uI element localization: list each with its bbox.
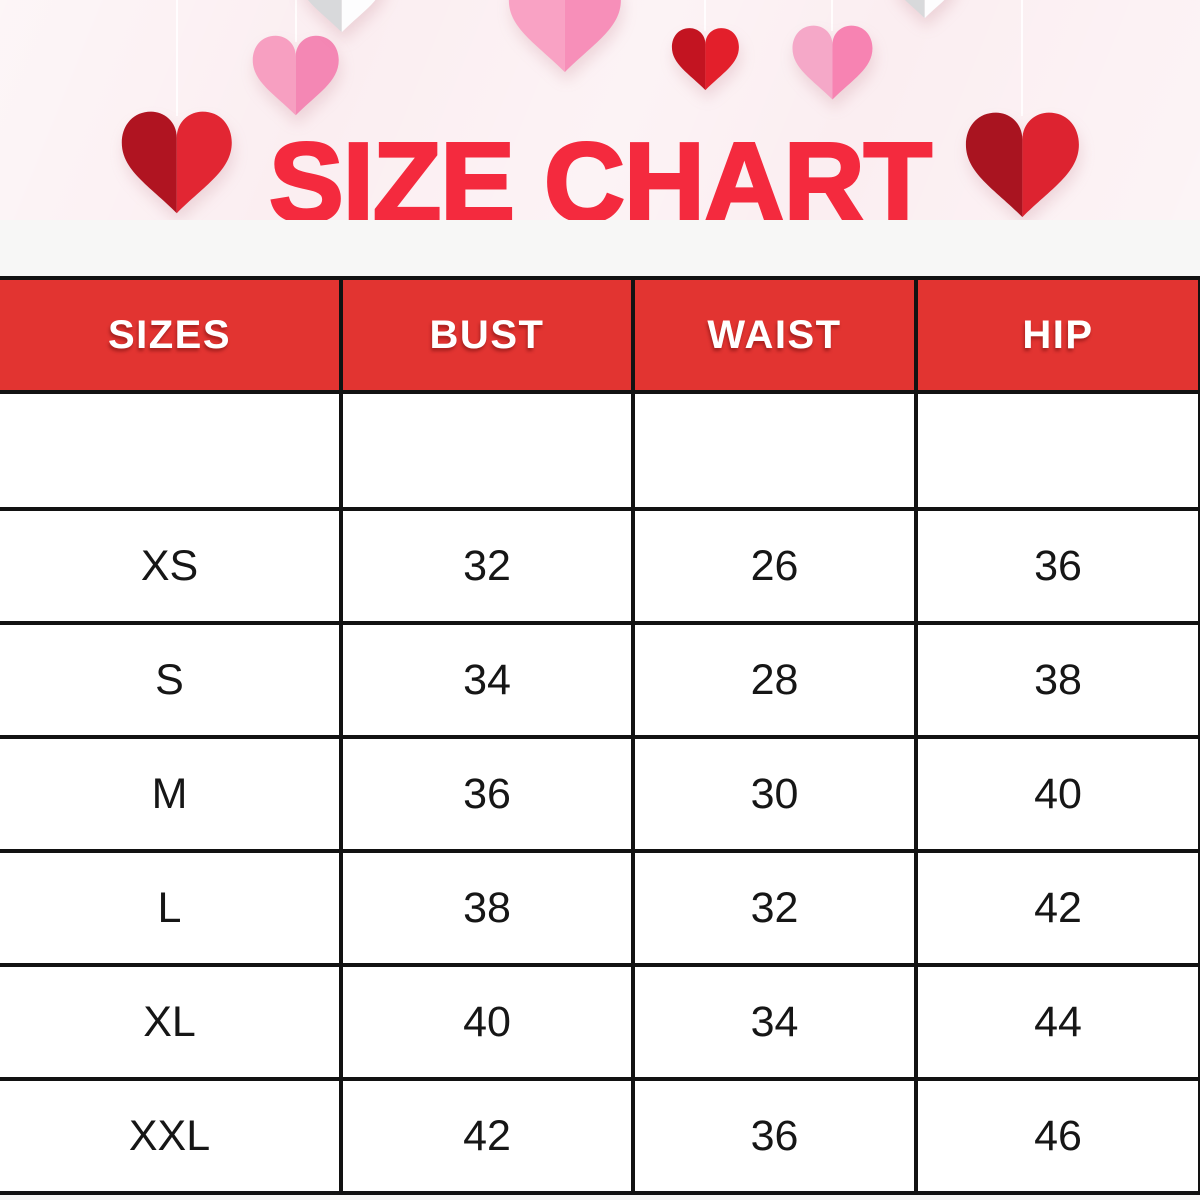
size-row-s: S 34 28 38 [0, 621, 1200, 739]
cell-hip: 44 [914, 963, 1200, 1081]
cell-hip: 46 [914, 1077, 1200, 1195]
cell-bust: 38 [339, 849, 635, 967]
cell-waist: 36 [631, 1077, 918, 1195]
size-row-xl: XL 40 34 44 [0, 963, 1200, 1081]
column-header-waist: WAIST [631, 276, 918, 394]
cell-hip: 38 [914, 621, 1200, 739]
cell-bust: 40 [339, 963, 635, 1081]
cell-sizes: XS [0, 507, 343, 625]
pink-heart-left-icon [252, 35, 339, 115]
cell-hip: 40 [914, 735, 1200, 853]
cell-sizes: M [0, 735, 343, 853]
page-title: SIZE CHART [268, 120, 934, 220]
cell-waist: 28 [631, 621, 918, 739]
pink-heart-right-icon [791, 26, 872, 100]
white-heart-right-icon [905, 0, 945, 18]
pink-heart-top-icon [508, 0, 621, 73]
size-table-container: SIZES BUST WAIST HIP XS 32 26 36 S 34 28 38 M 36 30 40… [0, 276, 1200, 1195]
cell-bust: 42 [339, 1077, 635, 1195]
header-row: SIZES BUST WAIST HIP [0, 276, 1200, 394]
size-table-head: SIZES BUST WAIST HIP [0, 276, 1200, 394]
cell-sizes: XL [0, 963, 343, 1081]
header-banner: SIZE CHART [0, 0, 1200, 220]
size-row-xxl: XXL 42 36 46 [0, 1077, 1200, 1195]
column-header-hip: HIP [914, 276, 1200, 394]
cell-bust: 32 [339, 507, 635, 625]
size-table-body: XS 32 26 36 S 34 28 38 M 36 30 40 L 38 32 42 XL 40 34 44 XXL… [0, 390, 1200, 1195]
spacer-row [0, 390, 1200, 511]
red-heart-left-string [176, 0, 178, 116]
column-header-bust: BUST [339, 276, 635, 394]
spacer-cell [631, 390, 918, 511]
red-heart-left-icon [121, 111, 232, 213]
column-header-sizes: SIZES [0, 276, 343, 394]
cell-hip: 42 [914, 849, 1200, 967]
cell-bust: 36 [339, 735, 635, 853]
cell-sizes: L [0, 849, 343, 967]
cell-sizes: S [0, 621, 343, 739]
white-heart-left-icon [308, 0, 376, 33]
size-row-m: M 36 30 40 [0, 735, 1200, 853]
cell-bust: 34 [339, 621, 635, 739]
spacer-cell [914, 390, 1200, 511]
pink-heart-left-string [295, 0, 297, 42]
size-row-l: L 38 32 42 [0, 849, 1200, 967]
cell-sizes: XXL [0, 1077, 343, 1195]
cell-hip: 36 [914, 507, 1200, 625]
red-heart-right-icon [965, 112, 1079, 217]
spacer-cell [339, 390, 635, 511]
size-table: SIZES BUST WAIST HIP XS 32 26 36 S 34 28 38 M 36 30 40… [0, 276, 1200, 1195]
spacer-cell [0, 390, 343, 511]
cell-waist: 34 [631, 963, 918, 1081]
red-heart-small-string [704, 0, 706, 31]
red-heart-small-icon [671, 28, 739, 90]
size-row-xs: XS 32 26 36 [0, 507, 1200, 625]
cell-waist: 32 [631, 849, 918, 967]
cell-waist: 30 [631, 735, 918, 853]
pink-heart-right-string [831, 0, 833, 31]
red-heart-right-string [1021, 0, 1023, 116]
cell-waist: 26 [631, 507, 918, 625]
